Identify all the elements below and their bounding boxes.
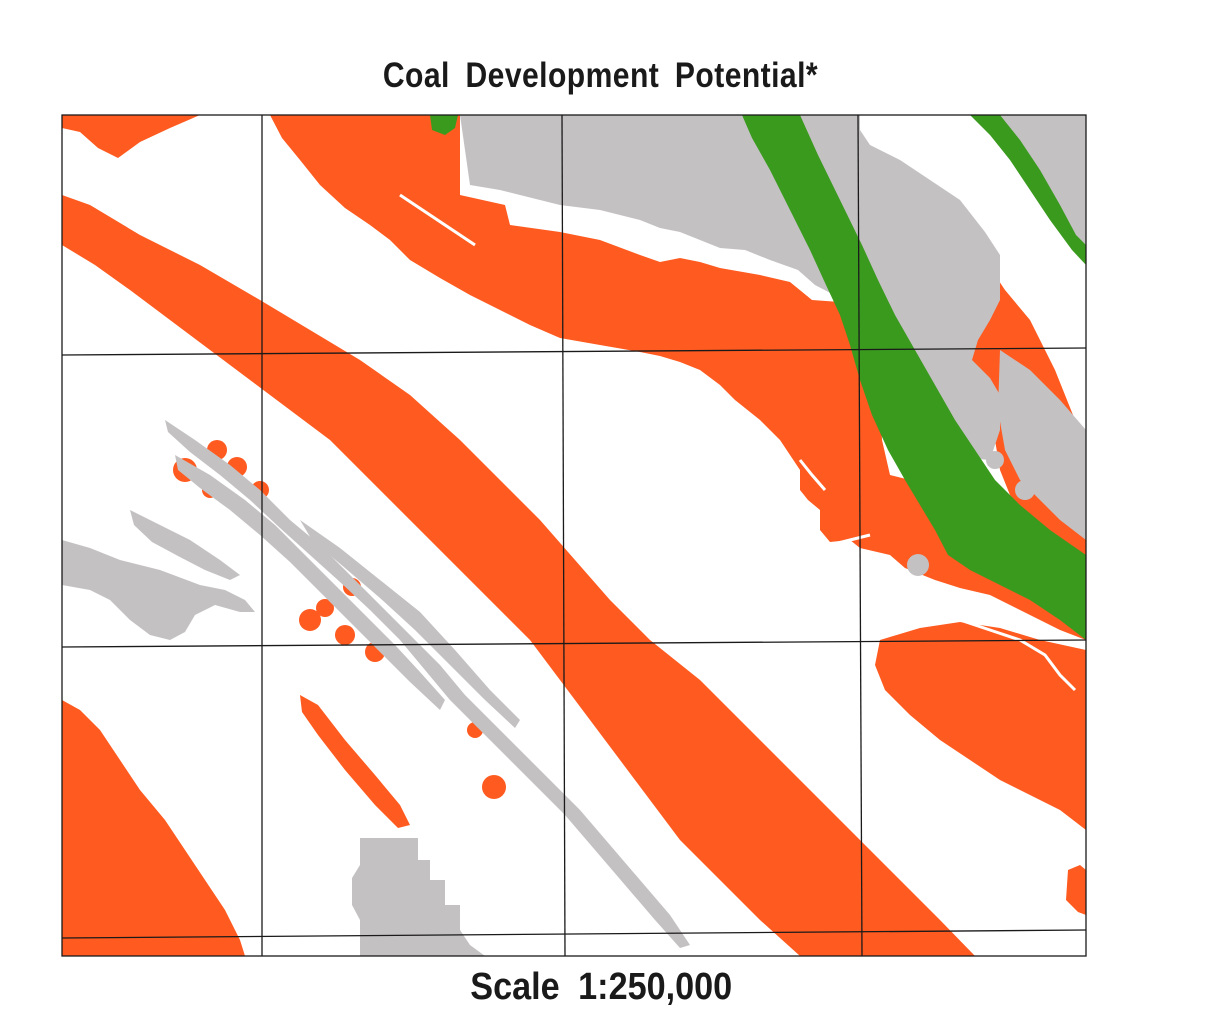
gray-zone-west-streak-2 bbox=[130, 510, 240, 580]
gray-zone-north bbox=[460, 115, 1000, 460]
green-zone-main-band bbox=[742, 115, 1086, 640]
orange-zone-top-left bbox=[62, 115, 200, 158]
gray-dot bbox=[1015, 480, 1035, 500]
green-zones bbox=[430, 115, 1086, 640]
river-line bbox=[829, 533, 871, 547]
orange-zone-lens bbox=[300, 695, 410, 828]
orange-dot bbox=[316, 599, 334, 617]
gray-zone-west-streak-1 bbox=[62, 540, 255, 640]
orange-zone-southeast bbox=[875, 622, 1086, 830]
green-zone-northeast-band bbox=[970, 115, 1086, 265]
orange-dot bbox=[299, 609, 321, 631]
orange-dot bbox=[482, 775, 506, 799]
map-scale-label: Scale 1:250,000 bbox=[470, 966, 733, 1008]
gray-dot bbox=[986, 451, 1004, 469]
map-border bbox=[61, 114, 1087, 957]
river-line bbox=[798, 459, 827, 491]
river-line bbox=[399, 193, 476, 247]
gray-zones bbox=[62, 115, 1086, 956]
green-zone-top-dot bbox=[430, 115, 458, 135]
gray-dot bbox=[907, 554, 929, 576]
gray-zone-west-streak-4 bbox=[175, 455, 445, 710]
grid-line-horizontal bbox=[61, 639, 1087, 648]
map-title: Coal Development Potential* bbox=[382, 56, 819, 95]
grid-line-horizontal bbox=[61, 929, 1087, 939]
grid-line-horizontal bbox=[61, 347, 1087, 356]
gray-zone-northeast bbox=[975, 115, 1086, 245]
gray-zone-west-streak-5 bbox=[300, 520, 520, 728]
orange-zone-northeast bbox=[270, 115, 1086, 640]
gray-zone-east-middle bbox=[998, 350, 1086, 540]
orange-zone-southwest bbox=[62, 700, 245, 956]
grid-line-vertical bbox=[561, 114, 566, 957]
gray-zone-south bbox=[352, 838, 485, 956]
gray-zone-west-streak-3 bbox=[165, 420, 690, 948]
map-grid bbox=[61, 114, 1087, 957]
grid-line-vertical bbox=[857, 114, 863, 957]
orange-zone-corner-blob bbox=[1066, 865, 1086, 915]
orange-zone-main-band bbox=[62, 195, 975, 956]
orange-dot bbox=[335, 625, 355, 645]
